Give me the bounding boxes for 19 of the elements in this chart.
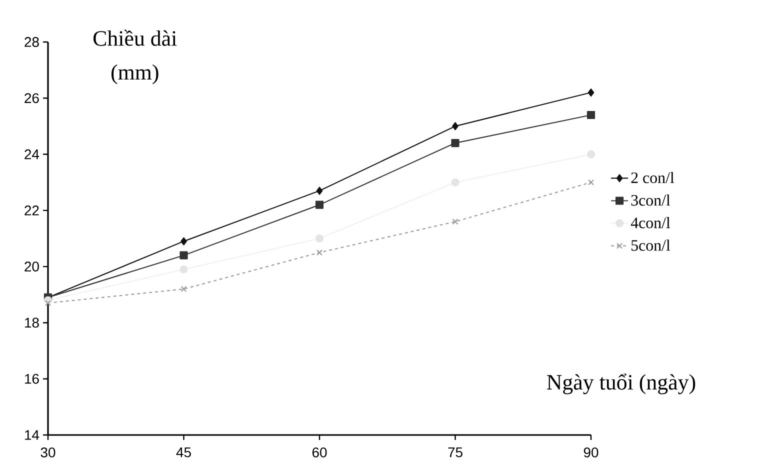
y-tick-label: 20 (24, 262, 39, 272)
x-tick-label: 75 (448, 448, 462, 458)
y-axis-title: Chiều dài (mm) (93, 30, 177, 84)
legend-label: 4con/l (630, 217, 670, 228)
y-tick-label: 18 (25, 318, 39, 328)
y-tick-label: 24 (24, 149, 40, 160)
x-tick-label: 90 (584, 448, 598, 458)
y-tick-label: 22 (24, 206, 39, 216)
legend-label: 2 con/l (631, 172, 674, 184)
y-tick-label: 16 (25, 374, 39, 384)
x-tick-label: 45 (176, 448, 191, 458)
legend-label: 3con/l (631, 194, 670, 206)
x-tick-label: 30 (40, 448, 56, 458)
legend-label: 5con/l (632, 240, 670, 251)
y-tick-label: 26 (24, 93, 39, 104)
x-tick-label: 60 (312, 448, 327, 458)
y-tick-label: 14 (25, 430, 40, 440)
x-axis-title: Ngày tuổi (ngày) (546, 374, 696, 394)
y-tick-label: 28 (24, 37, 39, 47)
